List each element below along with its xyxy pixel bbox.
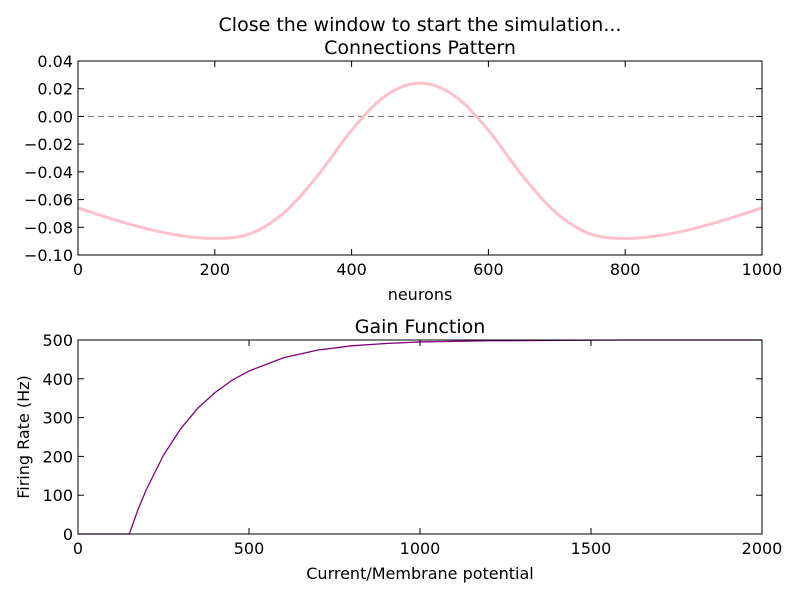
y-tick-label: −0.06	[24, 191, 73, 210]
y-tick-label: 0.02	[37, 80, 73, 99]
x-tick-label: 600	[473, 260, 504, 279]
figure-suptitle: Close the window to start the simulation…	[219, 14, 622, 36]
y-tick-label: 200	[42, 447, 73, 466]
gain-x-ticks: 0 500 1000 1500 2000	[73, 340, 782, 558]
x-tick-label: 500	[234, 539, 265, 558]
y-tick-label: 500	[42, 331, 73, 350]
connections-series	[77, 81, 763, 240]
y-tick-label: −0.10	[24, 246, 73, 265]
connections-y-ticks: −0.10 −0.08 −0.06 −0.04 −0.02 0.00 0.02 0.04	[24, 52, 762, 265]
y-tick-label: 300	[42, 409, 73, 428]
connections-pattern-title: Connections Pattern	[324, 37, 516, 59]
x-tick-label: 0	[73, 260, 83, 279]
x-tick-label: 200	[200, 260, 231, 279]
x-tick-label: 800	[610, 260, 641, 279]
y-tick-label: −0.04	[24, 163, 73, 182]
gain-function-plot: Gain Function 0 500 1000 1500 2000 0 100 200 30…	[14, 316, 782, 583]
gain-function-title: Gain Function	[355, 316, 486, 338]
connections-pattern-plot: Connections Pattern 0 200 400 600 800 1000 −0…	[24, 37, 782, 304]
x-tick-label: 1000	[742, 260, 783, 279]
x-tick-label: 2000	[742, 539, 783, 558]
connections-x-ticks: 0 200 400 600 800 1000	[73, 61, 782, 279]
x-tick-label: 400	[336, 260, 367, 279]
y-tick-label: 0.00	[37, 107, 73, 126]
y-tick-label: 100	[42, 486, 73, 505]
y-tick-label: 0	[63, 525, 73, 544]
x-tick-label: 1500	[571, 539, 612, 558]
y-tick-label: 0.04	[37, 52, 73, 71]
x-tick-label: 1000	[400, 539, 441, 558]
gain-y-axis-label: Firing Rate (Hz)	[14, 375, 33, 499]
y-tick-label: 400	[42, 370, 73, 389]
connections-plot-frame	[77, 60, 763, 256]
x-tick-label: 0	[73, 539, 83, 558]
y-tick-label: −0.08	[24, 218, 73, 237]
connections-x-axis-label: neurons	[388, 285, 453, 304]
y-tick-label: −0.02	[24, 135, 73, 154]
gain-x-axis-label: Current/Membrane potential	[306, 564, 534, 583]
connections-series-line-0	[77, 81, 763, 240]
gain-y-ticks: 0 100 200 300 400 500	[42, 331, 762, 544]
